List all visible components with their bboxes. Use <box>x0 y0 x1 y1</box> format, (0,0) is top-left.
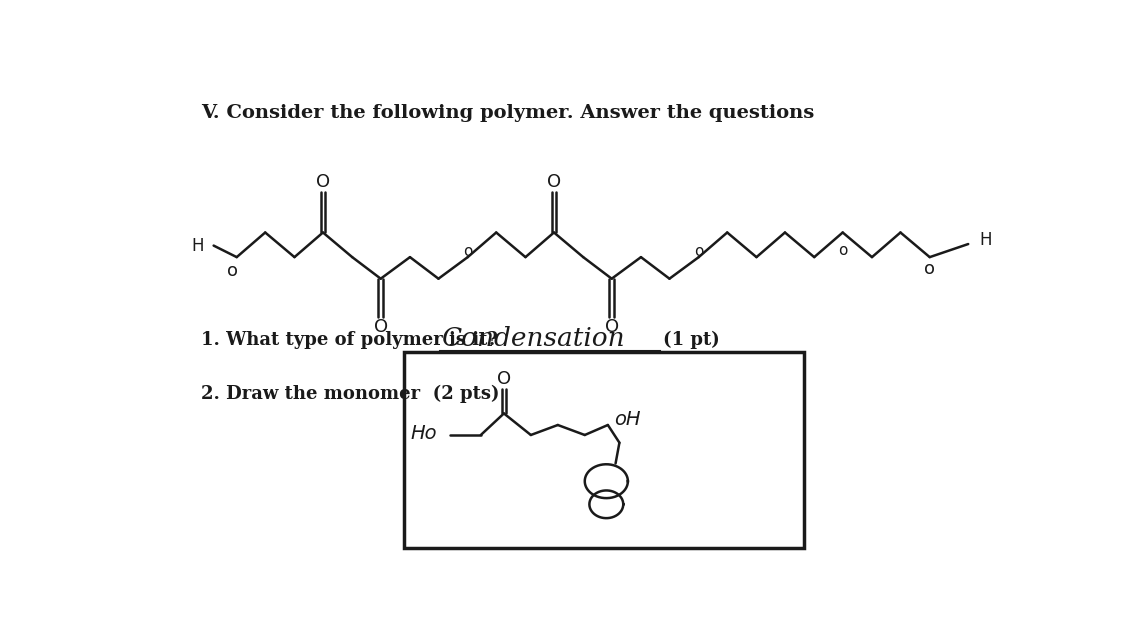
Bar <box>404 352 804 548</box>
Text: H: H <box>979 231 992 249</box>
Text: (1 pt): (1 pt) <box>664 331 720 350</box>
Text: oH: oH <box>614 410 641 429</box>
Text: o: o <box>839 243 848 258</box>
Text: H: H <box>191 236 204 254</box>
Text: Condensation: Condensation <box>443 327 626 351</box>
Text: Ho: Ho <box>411 424 437 443</box>
Text: 2. Draw the monomer  (2 pts): 2. Draw the monomer (2 pts) <box>201 385 500 403</box>
Text: 1. What type of polymer is it?: 1. What type of polymer is it? <box>201 332 505 350</box>
Text: O: O <box>605 318 619 337</box>
Text: O: O <box>496 370 511 388</box>
Text: O: O <box>547 174 561 192</box>
Text: o: o <box>463 244 472 259</box>
Text: o: o <box>228 262 238 280</box>
Text: V. Consider the following polymer. Answer the questions: V. Consider the following polymer. Answe… <box>201 104 815 122</box>
Text: O: O <box>374 318 388 337</box>
Text: o: o <box>924 259 936 277</box>
Text: O: O <box>316 174 329 192</box>
Text: o: o <box>694 244 704 259</box>
